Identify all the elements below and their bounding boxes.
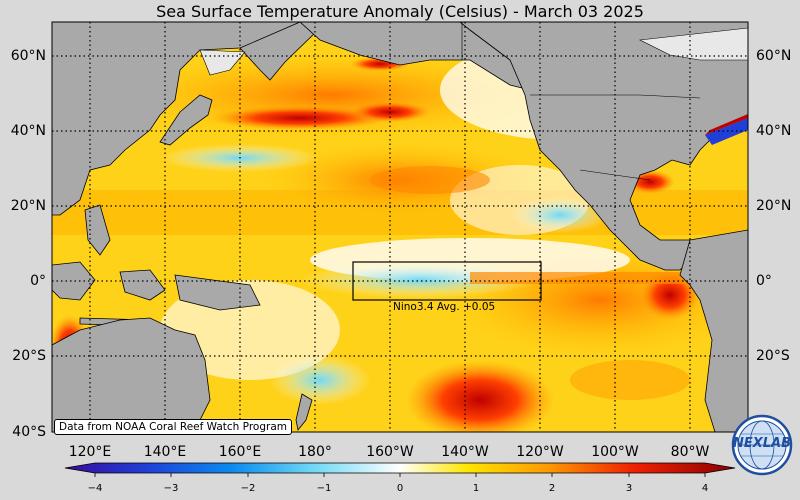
lat-label-40n-left: 40°N bbox=[10, 123, 46, 139]
colorbar bbox=[64, 462, 736, 474]
lat-label-20s-right: 20°S bbox=[756, 348, 790, 364]
lon-label-180: 180° bbox=[298, 444, 332, 460]
lat-label-0-left: 0° bbox=[30, 273, 46, 289]
colorbar-tick: 4 bbox=[701, 483, 709, 494]
lat-label-40n-right: 40°N bbox=[756, 123, 792, 139]
colorbar-tick: 3 bbox=[625, 483, 633, 494]
lat-label-40s-left: 40°S bbox=[12, 424, 46, 440]
lon-label-120w: 120°W bbox=[516, 444, 564, 460]
lon-label-160w: 160°W bbox=[366, 444, 414, 460]
lon-label-100w: 100°W bbox=[591, 444, 639, 460]
land-masses bbox=[52, 22, 748, 432]
lon-label-80w: 80°W bbox=[670, 444, 710, 460]
globe-icon bbox=[731, 414, 793, 476]
lat-label-60n-left: 60°N bbox=[10, 48, 46, 64]
lon-label-140w: 140°W bbox=[441, 444, 489, 460]
colorbar-tick: 2 bbox=[548, 483, 556, 494]
map-title: Sea Surface Temperature Anomaly (Celsius… bbox=[156, 2, 644, 21]
lat-label-20n-left: 20°N bbox=[10, 198, 46, 214]
colorbar-tick: 1 bbox=[472, 483, 480, 494]
colorbar-tick: 0 bbox=[396, 483, 404, 494]
colorbar-tick: −3 bbox=[163, 483, 179, 494]
data-credit: Data from NOAA Coral Reef Watch Program bbox=[54, 419, 292, 435]
nino34-label: Nino3.4 Avg. +0.05 bbox=[393, 301, 496, 313]
graticule bbox=[52, 22, 748, 432]
lon-label-160e: 160°E bbox=[218, 444, 262, 460]
lon-label-120e: 120°E bbox=[68, 444, 112, 460]
colorbar-tick: −2 bbox=[240, 483, 256, 494]
lat-label-20s-left: 20°S bbox=[12, 348, 46, 364]
lon-label-140e: 140°E bbox=[143, 444, 187, 460]
lat-label-60n-right: 60°N bbox=[756, 48, 792, 64]
lat-label-0-right: 0° bbox=[756, 273, 772, 289]
nexlab-logo: NEXLAB bbox=[731, 414, 793, 476]
logo-text: NEXLAB bbox=[732, 436, 792, 451]
lat-label-20n-right: 20°N bbox=[756, 198, 792, 214]
colorbar-tick: −1 bbox=[316, 483, 332, 494]
nino34-box bbox=[352, 261, 542, 301]
map-frame bbox=[51, 21, 749, 433]
colorbar-tick: −4 bbox=[87, 483, 103, 494]
